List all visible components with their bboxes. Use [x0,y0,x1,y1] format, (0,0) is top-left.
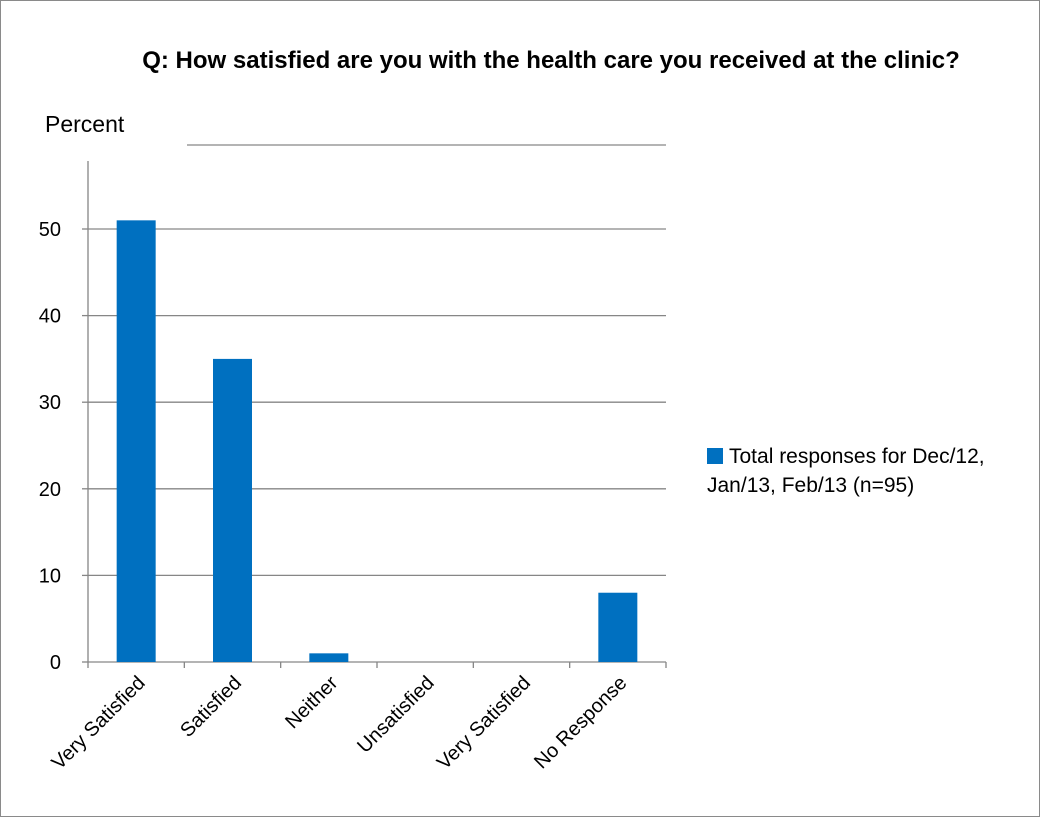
x-tick-label: Very Satisfied [48,672,150,774]
y-tick-label: 20 [39,479,61,501]
bar [213,358,252,662]
y-tick-label: 10 [39,565,61,587]
legend-swatch [707,448,723,464]
legend-label: Total responses for Dec/12, Jan/13, Feb/… [707,445,985,497]
bar [598,592,638,662]
x-tick-label: Neither [281,672,342,733]
chart-title: Q: How satisfied are you with the health… [142,47,960,74]
x-tick-label: Satisfied [176,672,246,742]
bar [309,653,349,662]
bar [116,220,156,662]
legend: Total responses for Dec/12, Jan/13, Feb/… [707,442,1037,500]
y-tick-label: 50 [39,219,61,241]
y-tick-label: 30 [39,392,61,414]
y-tick-label: 0 [50,652,61,674]
y-axis-label: Percent [45,111,125,137]
x-tick-label: Very Satisfied [433,672,535,774]
y-tick-label: 40 [39,306,61,328]
x-tick-label: Unsatisfied [353,672,439,758]
x-tick-label: No Response [530,672,631,773]
